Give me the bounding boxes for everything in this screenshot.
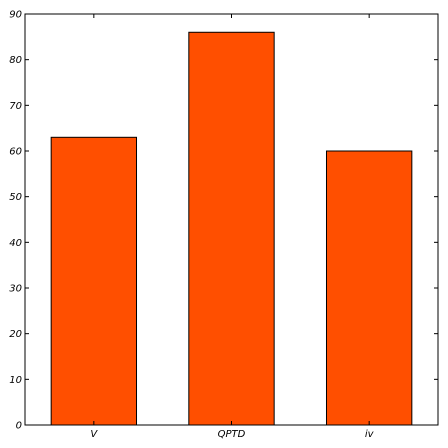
x-tick-label: iv (365, 429, 375, 440)
y-tick-label: 10 (9, 375, 22, 386)
y-tick-label: 70 (9, 101, 22, 112)
y-tick-label: 20 (9, 329, 22, 340)
bar-v (50, 136, 138, 426)
y-tick-label: 0 (16, 421, 22, 432)
y-tick-label: 90 (9, 10, 22, 21)
y-tick-label: 30 (9, 284, 22, 295)
y-tick-label: 40 (9, 238, 22, 249)
x-tick-label: QPTD (218, 429, 246, 440)
y-tick-label: 60 (9, 147, 22, 158)
plot-frame (24, 13, 439, 426)
bar-iv (325, 150, 413, 426)
x-tick-label: V (90, 429, 98, 440)
bars-group (50, 31, 413, 426)
y-tick-label: 50 (9, 192, 22, 203)
bar-qptd (188, 31, 275, 426)
y-axis-ticks: 0 10 20 30 40 50 60 70 80 90 (9, 10, 438, 432)
y-tick-label: 80 (9, 55, 22, 66)
x-axis-ticks: V QPTD iv (90, 14, 375, 440)
